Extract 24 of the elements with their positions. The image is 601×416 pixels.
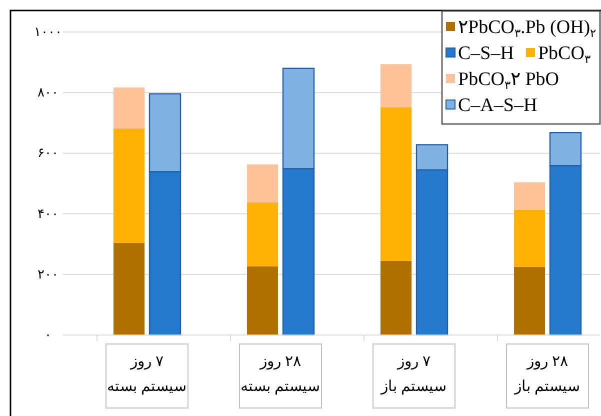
x-tick-label: ۷ روز سیستم باز bbox=[380, 354, 447, 395]
bar bbox=[114, 242, 144, 335]
bar bbox=[114, 87, 144, 128]
legend-label: C–S–H bbox=[458, 43, 514, 64]
x-tick-label: ۷ روز سیستم بسته bbox=[107, 354, 187, 395]
y-tick-label: ۶۰۰ bbox=[38, 145, 58, 160]
bar bbox=[514, 182, 545, 210]
x-tick-label: ۲۸ روز سیستم باز bbox=[514, 354, 580, 395]
y-tick-label: ۴۰۰ bbox=[38, 206, 58, 221]
bar bbox=[380, 64, 412, 108]
bar bbox=[247, 266, 278, 335]
x-tick-label: ۲۸ روز سیستم بسته bbox=[240, 354, 320, 395]
y-tick-label: ۱۰۰۰ bbox=[34, 24, 62, 39]
legend-label: C–A–S–H bbox=[458, 95, 538, 116]
bar bbox=[247, 164, 278, 202]
bar bbox=[380, 260, 412, 335]
bar bbox=[380, 107, 412, 261]
bar bbox=[247, 202, 278, 266]
y-tick-label: ۲۰۰ bbox=[38, 266, 58, 282]
y-tick-label: ۸۰۰ bbox=[38, 84, 58, 100]
bar bbox=[514, 266, 545, 335]
bar bbox=[114, 128, 144, 243]
bar bbox=[514, 210, 545, 267]
y-tick-label: ۰ bbox=[44, 327, 52, 342]
